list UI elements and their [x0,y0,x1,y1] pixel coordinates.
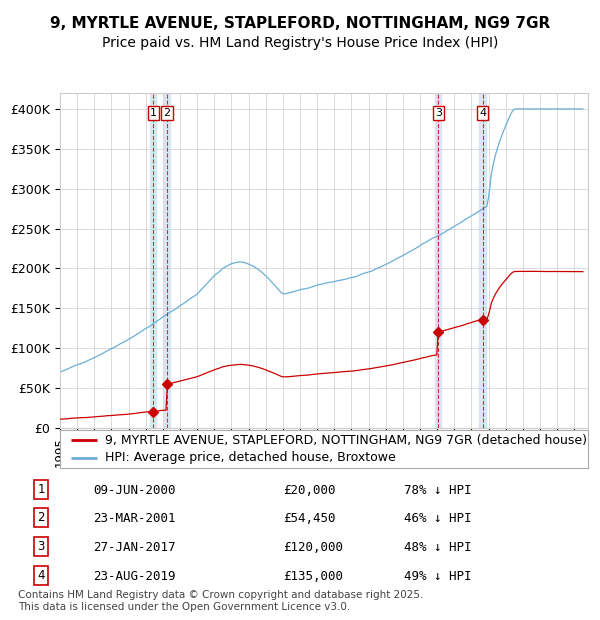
Bar [164,93,170,428]
Text: Contains HM Land Registry data © Crown copyright and database right 2025.
This d: Contains HM Land Registry data © Crown c… [18,590,424,612]
Text: 3: 3 [37,540,45,553]
Text: 1: 1 [150,108,157,118]
Text: 2: 2 [37,512,45,525]
Text: 48% ↓ HPI: 48% ↓ HPI [404,541,472,554]
Text: 49% ↓ HPI: 49% ↓ HPI [404,570,472,583]
Text: 23-AUG-2019: 23-AUG-2019 [93,570,175,583]
Text: HPI: Average price, detached house, Broxtowe: HPI: Average price, detached house, Brox… [105,451,395,464]
Text: 4: 4 [479,108,486,118]
Text: 3: 3 [435,108,442,118]
Text: 27-JAN-2017: 27-JAN-2017 [93,541,175,554]
Bar [479,93,485,428]
Text: £54,450: £54,450 [283,513,335,526]
Text: 78% ↓ HPI: 78% ↓ HPI [404,484,472,497]
Text: Price paid vs. HM Land Registry's House Price Index (HPI): Price paid vs. HM Land Registry's House … [102,36,498,50]
Text: 4: 4 [37,569,45,582]
Text: £135,000: £135,000 [283,570,343,583]
Text: 2: 2 [163,108,170,118]
Text: 9, MYRTLE AVENUE, STAPLEFORD, NOTTINGHAM, NG9 7GR: 9, MYRTLE AVENUE, STAPLEFORD, NOTTINGHAM… [50,16,550,30]
Text: 09-JUN-2000: 09-JUN-2000 [93,484,175,497]
Bar [150,93,157,428]
Bar [435,93,442,428]
Text: 9, MYRTLE AVENUE, STAPLEFORD, NOTTINGHAM, NG9 7GR (detached house): 9, MYRTLE AVENUE, STAPLEFORD, NOTTINGHAM… [105,433,587,446]
Text: 23-MAR-2001: 23-MAR-2001 [93,513,175,526]
Text: 1: 1 [37,482,45,495]
Text: £120,000: £120,000 [283,541,343,554]
Text: 46% ↓ HPI: 46% ↓ HPI [404,513,472,526]
Text: £20,000: £20,000 [283,484,335,497]
